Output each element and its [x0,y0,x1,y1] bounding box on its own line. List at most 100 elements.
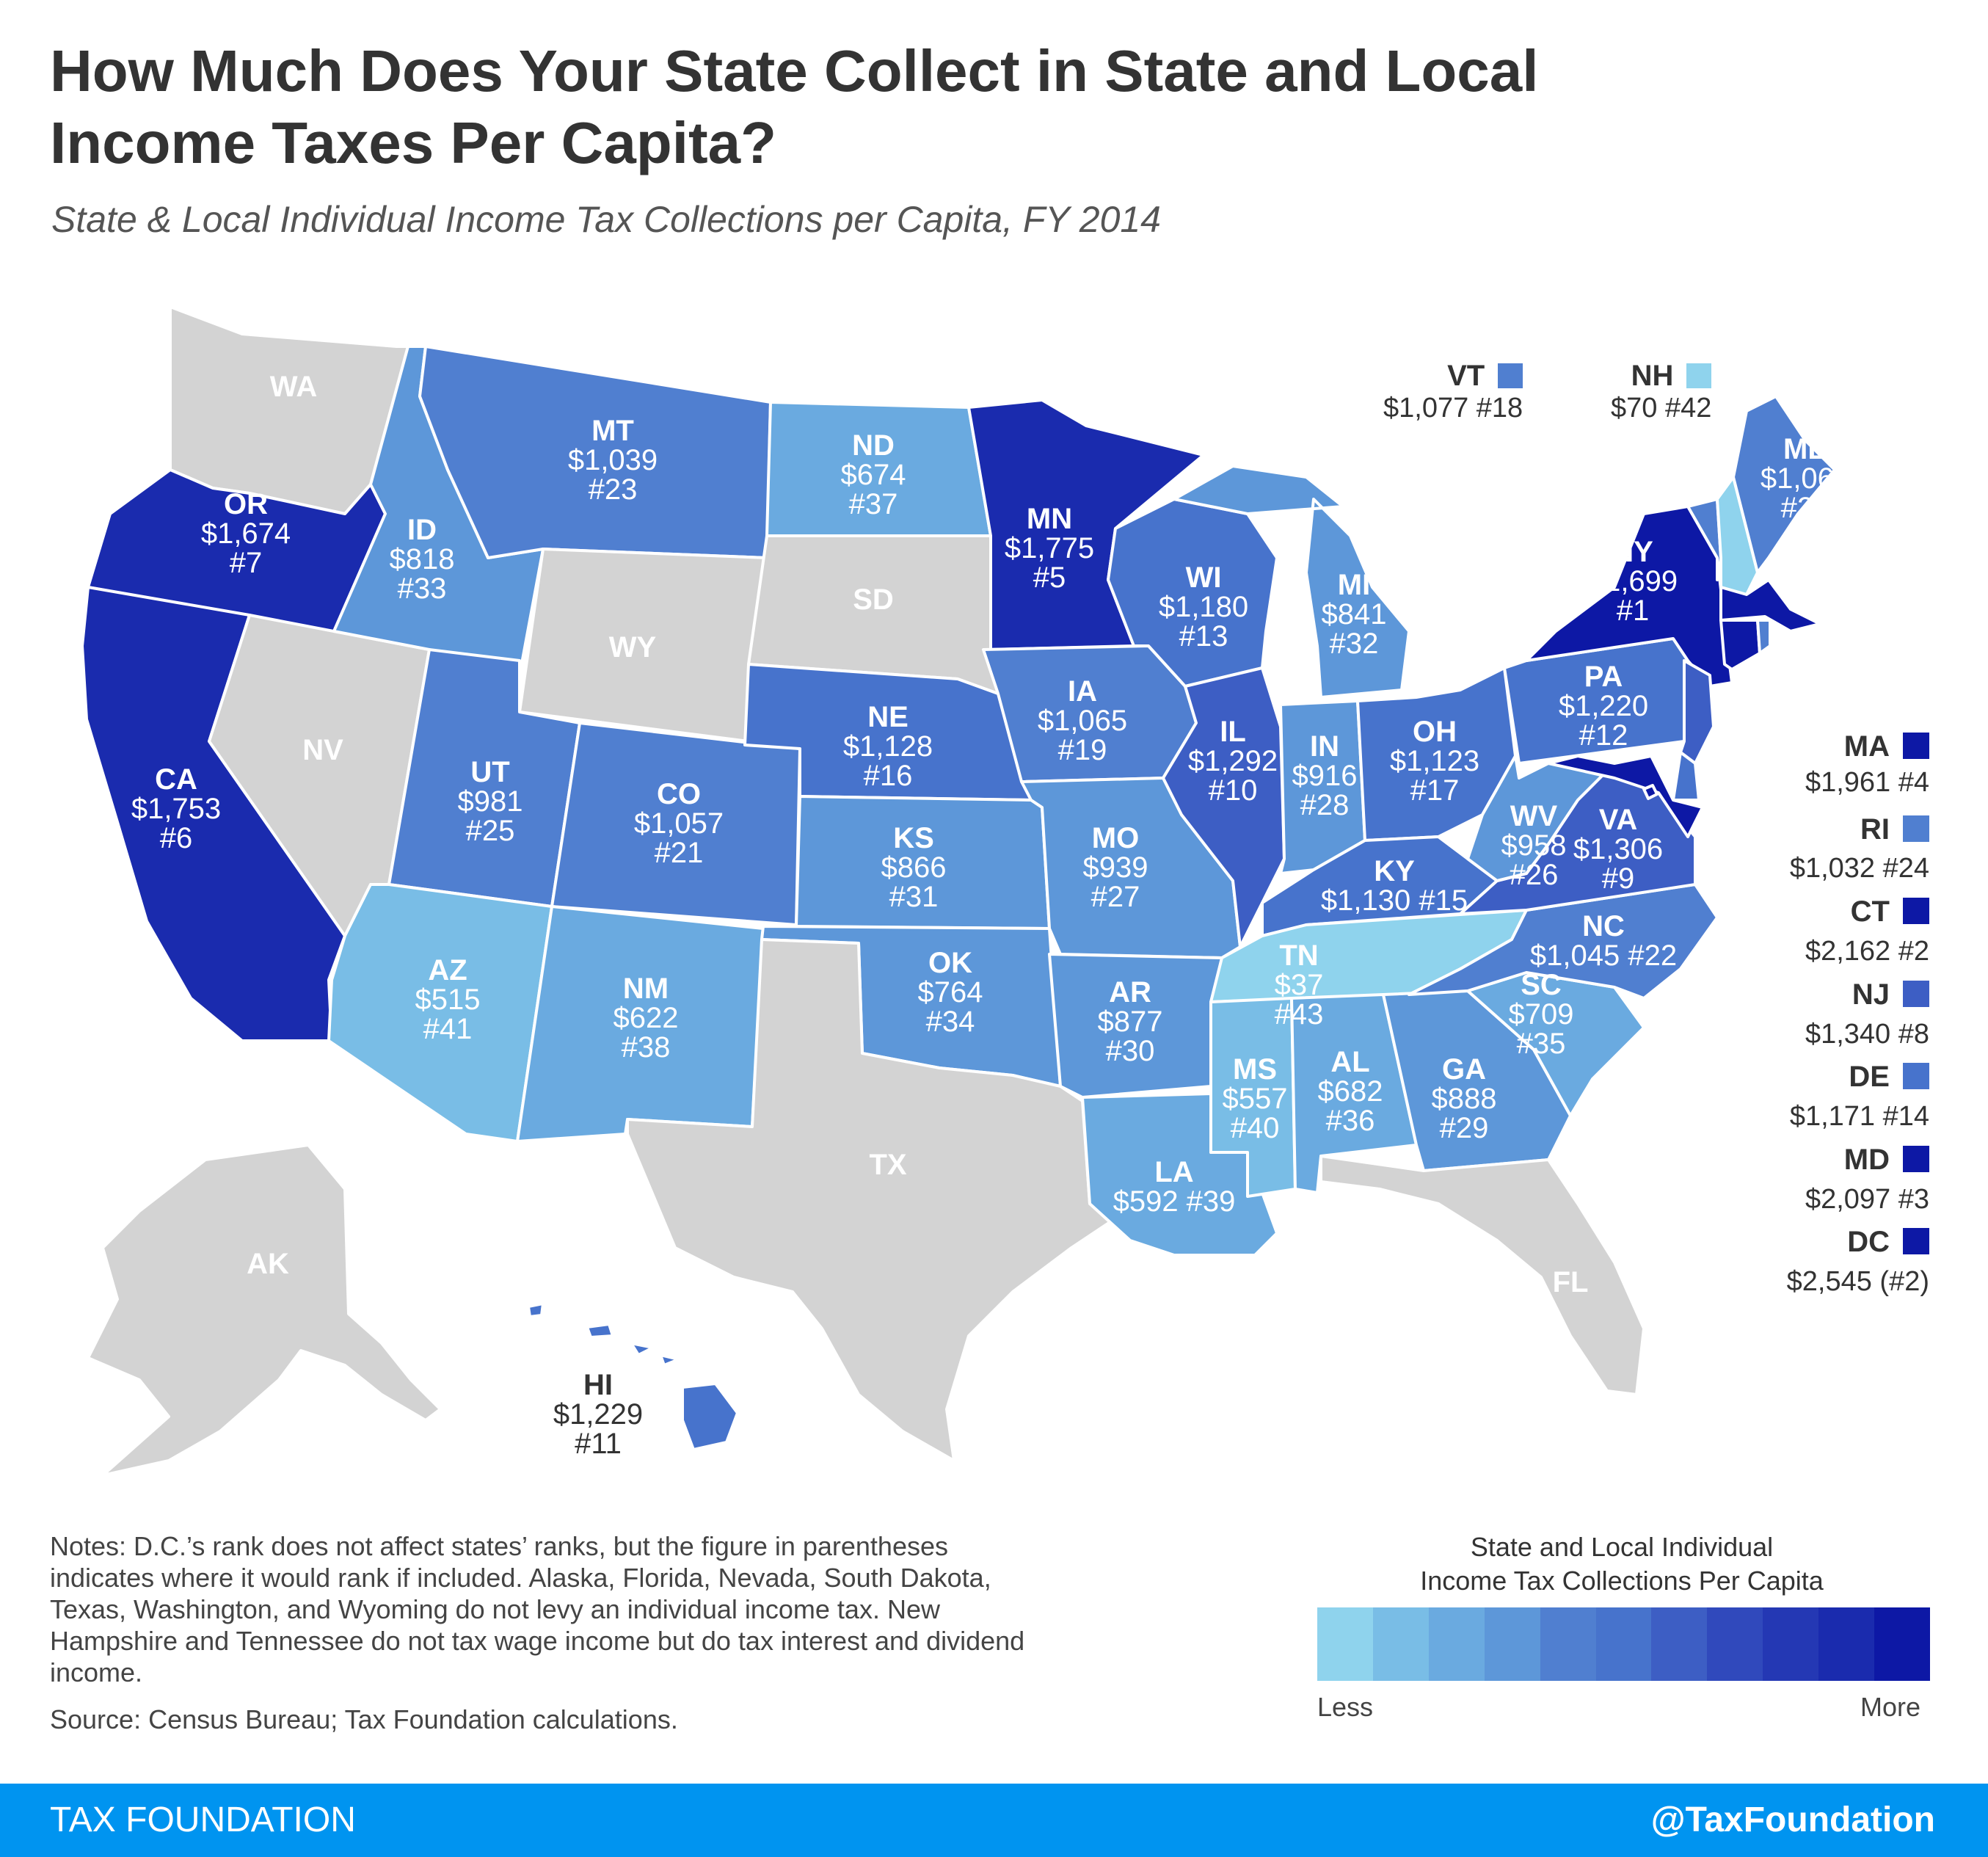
map-label-mi-line1: $841 [1322,598,1387,630]
state-md [1547,755,1704,838]
map-label-fl: FL [1553,1266,1589,1298]
map-label-ga: GA $888 #29 [1432,1053,1497,1144]
source-text: Source: Census Bureau; Tax Foundation ca… [50,1704,678,1734]
map-label-ny: NY $2,699 #1 [1588,536,1678,627]
map-label-sd: SD [853,584,894,616]
map-label-pa-line1: $1,220 [1559,690,1648,722]
map-label-ar-line1: $877 [1098,1006,1163,1038]
legend-swatch-8 [1707,1607,1763,1681]
map-label-ut-line2: #25 [466,815,515,847]
map-label-ks-abbr: KS [893,822,934,854]
map-label-hi-line2: #11 [575,1428,622,1460]
map-label-ny-line1: $2,699 [1588,565,1678,597]
map-label-tn: TN $37 #43 [1275,940,1324,1031]
footer-bar: TAX FOUNDATION @TaxFoundation [0,1784,1988,1857]
callout-md-swatch [1903,1146,1929,1172]
map-label-ia-line1: $1,065 [1038,705,1127,737]
callout-vt: VT $1,077 #18 [1383,360,1523,424]
map-label-pa: PA $1,220 #12 [1559,661,1648,752]
map-label-wv: WV $958 #26 [1501,800,1567,891]
map-label-ar-abbr: AR [1109,976,1151,1009]
map-label-la: LA $592 #39 [1113,1156,1236,1218]
callout-dc-swatch [1903,1228,1929,1254]
legend-more-label: More [1860,1692,1921,1722]
map-label-az-line2: #41 [423,1013,473,1045]
callout-ma: MA [1844,730,1929,763]
legend-swatch-3 [1428,1607,1485,1681]
callout-dc-value: $2,545 (#2) [1786,1266,1929,1297]
map-label-oh-line1: $1,123 [1390,745,1479,777]
state-tx [626,938,1117,1462]
map-label-in-line1: $916 [1292,760,1358,792]
legend-swatch-9 [1763,1607,1819,1681]
map-label-mn-line2: #5 [1033,562,1066,594]
map-label-ny-abbr: NY [1612,536,1653,568]
map-label-la-abbr: LA [1154,1156,1193,1188]
map-label-nd-line2: #37 [849,488,898,520]
map-label-ok: OK $764 #34 [918,947,983,1038]
map-label-il-line2: #10 [1209,774,1258,807]
map-label-in: IN $916 #28 [1292,730,1358,821]
callout-vt-swatch [1498,363,1523,388]
map-label-id-line2: #33 [398,573,447,605]
footer-handle: @TaxFoundation [1650,1800,1935,1839]
map-label-ok-line2: #34 [926,1006,975,1038]
map-label-mn-line1: $1,775 [1005,532,1094,564]
map-label-hi: HI $1,229 #11 [553,1369,643,1460]
state-ak [87,1144,442,1477]
state-wv [1466,755,1616,882]
map-label-va-line1: $1,306 [1573,833,1663,865]
legend-swatch-11 [1874,1607,1930,1681]
map-label-tx-abbr: TX [869,1149,906,1181]
map-label-nm: NM $622 #38 [613,973,679,1064]
chart-title: How Much Does Your State Collect in Stat… [50,38,1539,175]
map-label-or-abbr: OR [224,488,268,520]
map-label-va: VA $1,306 #9 [1573,804,1663,895]
map-label-nm-line2: #38 [622,1031,671,1064]
map-label-me-line1: $1,063 [1761,462,1850,495]
legend-swatch-2 [1372,1607,1429,1681]
map-label-ga-line1: $888 [1432,1083,1497,1115]
callout-ma-abbr: MA [1843,730,1890,763]
map-label-or-line2: #7 [230,547,263,579]
map-label-ok-abbr: OK [928,947,972,979]
footer-brand: TAX FOUNDATION [50,1800,356,1839]
map-label-ia-abbr: IA [1068,675,1097,708]
map-label-sc: SC $709 #35 [1509,969,1574,1060]
map-label-me-abbr: ME [1783,433,1827,465]
map-label-ar-line2: #30 [1106,1035,1155,1067]
map-label-ut: UT $981 #25 [458,756,523,847]
map-label-ca-line1: $1,753 [131,793,221,825]
map-label-pa-line2: #12 [1579,719,1628,752]
notes-text: Notes: D.C.’s rank does not affect state… [50,1531,1025,1687]
callout-md-value: $2,097 #3 [1805,1184,1929,1215]
callout-nh: NH $70 #42 [1611,360,1712,424]
map-label-il: IL $1,292 #10 [1188,716,1278,807]
map-label-az: AZ $515 #41 [415,954,481,1045]
map-label-mn-abbr: MN [1027,503,1072,535]
map-label-hi-abbr: HI [583,1369,613,1401]
map-label-ms-line2: #40 [1231,1112,1280,1144]
map-label-ia-line2: #19 [1058,734,1107,766]
state-vt [1686,498,1722,581]
state-mi [1173,465,1410,699]
map-label-ca-line2: #6 [160,822,193,854]
state-me [1732,395,1836,574]
map-label-nv: NV [302,734,343,766]
legend-less-label: Less [1317,1692,1374,1722]
map-label-mt-line1: $1,039 [568,444,658,476]
map-label-ar: AR $877 #30 [1098,976,1163,1067]
map-label-me: ME $1,063 #20 [1761,433,1850,524]
map-label-co-abbr: CO [657,778,701,810]
map-label-nc-abbr: NC [1582,910,1625,942]
legend-title-line1: State and Local Individual [1470,1532,1774,1562]
map-label-id-abbr: ID [407,514,437,546]
map-label-il-abbr: IL [1220,716,1246,748]
map-label-nd-line1: $674 [841,459,906,491]
map-label-wi: WI $1,180 #13 [1159,562,1248,653]
map-label-wi-abbr: WI [1186,562,1222,594]
map-label-mi: MI $841 #32 [1322,569,1387,660]
map-label-mi-abbr: MI [1338,569,1370,601]
map-label-ms-abbr: MS [1233,1053,1277,1086]
callout-ct-abbr: CT [1850,895,1890,928]
